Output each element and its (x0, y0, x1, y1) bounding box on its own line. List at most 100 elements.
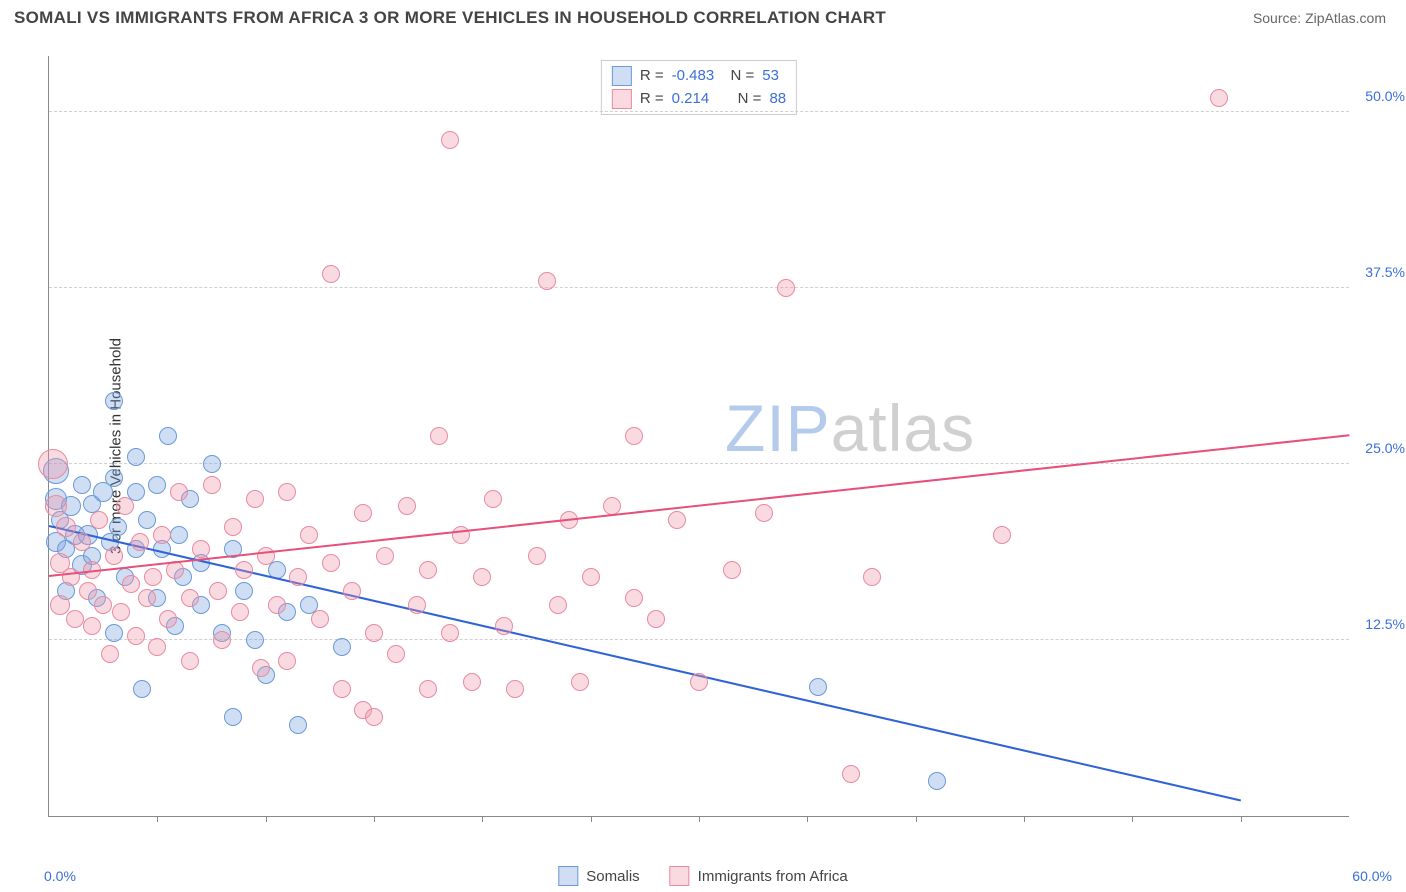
data-point (73, 476, 91, 494)
y-tick-label: 12.5% (1365, 616, 1405, 632)
legend-swatch-2 (670, 866, 690, 886)
legend-item-1: Somalis (558, 866, 639, 886)
data-point (419, 680, 437, 698)
legend-label-1: Somalis (586, 868, 639, 885)
data-point (66, 610, 84, 628)
source-label: Source: ZipAtlas.com (1253, 10, 1386, 26)
data-point (419, 561, 437, 579)
data-point (101, 645, 119, 663)
data-point (105, 392, 123, 410)
data-point (365, 624, 383, 642)
data-point (755, 504, 773, 522)
data-point (131, 533, 149, 551)
data-point (203, 455, 221, 473)
data-point (376, 547, 394, 565)
data-point (343, 582, 361, 600)
data-point (365, 708, 383, 726)
data-point (289, 716, 307, 734)
data-point (90, 511, 108, 529)
n-label: N = (722, 65, 754, 88)
data-point (322, 265, 340, 283)
header: SOMALI VS IMMIGRANTS FROM AFRICA 3 OR MO… (0, 0, 1406, 28)
data-point (159, 610, 177, 628)
data-point (928, 772, 946, 790)
x-tick (374, 816, 375, 822)
data-point (668, 511, 686, 529)
data-point (452, 526, 470, 544)
data-point (300, 526, 318, 544)
data-point (224, 518, 242, 536)
data-point (408, 596, 426, 614)
r-value-2: 0.214 (672, 88, 710, 111)
data-point (289, 568, 307, 586)
gridline (49, 111, 1349, 112)
data-point (94, 596, 112, 614)
data-point (170, 483, 188, 501)
data-point (127, 627, 145, 645)
data-point (506, 680, 524, 698)
data-point (181, 652, 199, 670)
data-point (538, 272, 556, 290)
data-point (83, 617, 101, 635)
data-point (354, 504, 372, 522)
gridline (49, 463, 1349, 464)
x-tick (1241, 816, 1242, 822)
data-point (56, 517, 76, 537)
data-point (625, 589, 643, 607)
watermark: ZIPatlas (725, 390, 975, 466)
data-point (441, 624, 459, 642)
data-point (170, 526, 188, 544)
n-label: N = (729, 88, 761, 111)
data-point (278, 483, 296, 501)
data-point (192, 540, 210, 558)
data-point (159, 427, 177, 445)
data-point (252, 659, 270, 677)
scatter-chart: ZIPatlas R = -0.483 N = 53 R = 0.214 N =… (48, 56, 1349, 817)
data-point (571, 673, 589, 691)
data-point (278, 652, 296, 670)
data-point (138, 511, 156, 529)
data-point (333, 638, 351, 656)
data-point (473, 568, 491, 586)
data-point (311, 610, 329, 628)
data-point (38, 449, 68, 479)
data-point (809, 678, 827, 696)
data-point (235, 561, 253, 579)
data-point (495, 617, 513, 635)
data-point (528, 547, 546, 565)
data-point (430, 427, 448, 445)
data-point (441, 131, 459, 149)
data-point (105, 547, 123, 565)
data-point (79, 582, 97, 600)
watermark-part2: atlas (831, 391, 975, 465)
data-point (582, 568, 600, 586)
data-point (105, 624, 123, 642)
data-point (268, 596, 286, 614)
data-point (484, 490, 502, 508)
stats-box: R = -0.483 N = 53 R = 0.214 N = 88 (601, 60, 797, 115)
data-point (723, 561, 741, 579)
watermark-part1: ZIP (725, 391, 831, 465)
data-point (246, 631, 264, 649)
data-point (213, 631, 231, 649)
gridline (49, 287, 1349, 288)
data-point (105, 469, 123, 487)
y-tick-label: 37.5% (1365, 264, 1405, 280)
y-tick-label: 25.0% (1365, 440, 1405, 456)
data-point (127, 448, 145, 466)
stats-row-2: R = 0.214 N = 88 (612, 88, 786, 111)
x-tick (482, 816, 483, 822)
trend-line (49, 526, 1241, 802)
data-point (153, 526, 171, 544)
data-point (777, 279, 795, 297)
x-tick (699, 816, 700, 822)
x-tick (157, 816, 158, 822)
data-point (209, 582, 227, 600)
data-point (463, 673, 481, 691)
swatch-series1 (612, 66, 632, 86)
data-point (333, 680, 351, 698)
data-point (235, 582, 253, 600)
legend-swatch-1 (558, 866, 578, 886)
x-tick (1132, 816, 1133, 822)
x-min-label: 0.0% (44, 868, 76, 884)
